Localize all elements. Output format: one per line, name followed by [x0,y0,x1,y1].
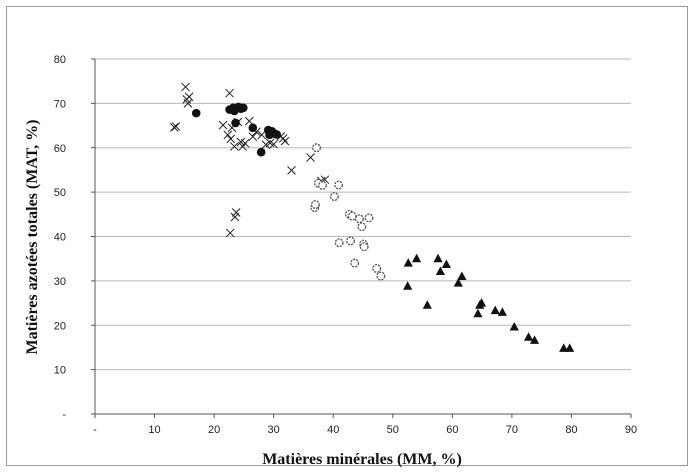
data-point-filled-triangle [473,308,483,318]
data-point-filled-circle [238,103,248,113]
x-tick-label: 40 [327,424,339,436]
data-point-x-marker [287,166,296,175]
data-point-x-marker [181,82,190,92]
data-point-open-circle [310,200,320,209]
data-point-open-circle [334,180,344,190]
y-tick-label: 20 [54,320,66,332]
x-axis-title: Matières minérales (MM, %) [262,451,462,468]
data-point-filled-triangle [523,332,534,341]
data-point-open-circle [350,258,360,268]
data-point-open-circle [329,192,339,202]
y-tick-label: 50 [54,187,66,199]
y-tick-label: 60 [54,143,66,155]
data-point-x-marker [269,139,279,149]
x-tick-label: 10 [148,424,160,436]
x-tick-label: 80 [565,424,577,436]
data-point-filled-circle [272,130,281,139]
data-point-filled-triangle [565,343,575,352]
y-tick-label: 40 [54,232,66,244]
data-point-open-circle [354,214,364,224]
y-tick-label: 10 [54,365,66,377]
x-tick-label: 20 [208,424,220,436]
data-point-filled-circle [191,108,201,118]
data-point-x-marker [230,142,239,151]
y-tick-label: 70 [54,98,66,110]
data-point-filled-triangle [509,322,519,331]
data-point-x-marker [280,136,290,146]
data-point-x-marker [226,134,236,144]
data-point-open-circle [359,242,369,252]
x-tick-label: 60 [446,424,458,436]
data-point-open-circle [318,181,327,190]
data-point-x-marker [225,228,235,238]
data-point-filled-circle [248,123,258,133]
x-tick-label: 70 [506,424,518,436]
data-points [169,82,575,352]
data-point-filled-circle [256,147,266,157]
x-tick-labels: - 10 20 30 40 50 60 70 80 90 [93,424,637,436]
data-point-x-marker [218,120,228,130]
data-point-filled-circle [231,118,240,128]
data-point-filled-triangle [441,259,451,268]
data-point-open-circle [372,264,382,273]
data-point-filled-triangle [559,343,569,352]
data-point-filled-triangle [497,307,507,316]
data-point-x-marker [171,122,181,131]
data-point-open-circle [364,213,374,223]
y-tick-labels: - 10 20 30 40 50 60 70 80 [54,54,67,421]
y-tick-label: 80 [54,54,66,66]
data-point-x-marker [257,130,267,140]
grid-lines [95,58,631,371]
y-axis-title: Matières azotées totales (MAT, %) [24,119,41,354]
x-tick-label: - [93,424,97,436]
data-point-open-circle [357,222,367,232]
y-tick-label: 30 [54,276,66,288]
data-point-x-marker [240,138,250,148]
data-point-filled-triangle [403,258,413,267]
data-point-filled-triangle [403,281,413,290]
data-point-filled-triangle [433,253,443,263]
data-point-filled-triangle [435,266,446,276]
data-point-x-marker [248,132,258,142]
data-point-filled-triangle [529,335,540,344]
data-point-filled-triangle [476,298,487,307]
data-point-x-marker [231,208,241,217]
data-point-open-circle [312,143,321,153]
data-point-x-marker [225,88,234,98]
data-point-filled-triangle [412,253,422,263]
x-tick-label: 90 [625,424,637,436]
data-point-filled-triangle [453,278,463,287]
axes [91,58,632,418]
data-point-open-circle [376,271,386,281]
data-point-x-marker [223,130,233,140]
y-tick-label: - [62,409,66,421]
data-point-x-marker [184,92,194,102]
data-point-open-circle [334,238,344,248]
data-point-filled-triangle [490,305,500,315]
data-point-x-marker [169,122,179,132]
data-point-x-marker [306,153,315,162]
data-point-filled-triangle [422,300,432,309]
data-point-open-circle [347,211,357,221]
data-point-filled-triangle [457,271,467,280]
x-tick-label: 30 [268,424,280,436]
x-tick-label: 50 [387,424,399,436]
data-point-open-circle [346,236,355,246]
